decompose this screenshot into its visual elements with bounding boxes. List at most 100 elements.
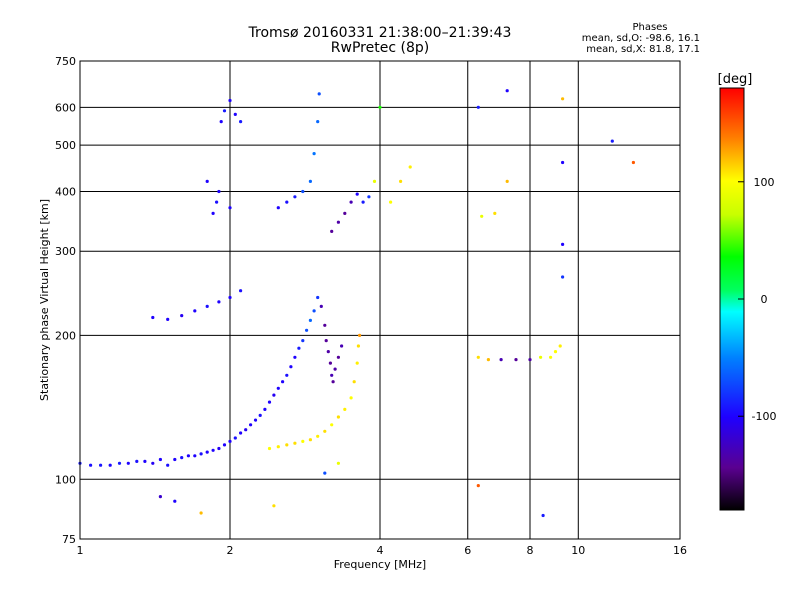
- y-tick-label: 750: [55, 55, 76, 68]
- data-point: [222, 109, 227, 113]
- data-point: [126, 461, 130, 465]
- data-point: [319, 304, 323, 308]
- data-point: [378, 105, 382, 109]
- data-point: [326, 350, 330, 354]
- data-point: [308, 318, 312, 322]
- data-point: [505, 89, 509, 93]
- phase-stats-o: mean, sd,O: -98.6, 16.1: [581, 33, 700, 44]
- y-tick-label: 600: [55, 101, 76, 114]
- phase-stats-heading: Phases: [632, 22, 668, 33]
- data-point: [308, 438, 312, 442]
- data-point: [330, 373, 334, 377]
- data-point: [312, 309, 316, 313]
- data-point: [343, 211, 347, 215]
- data-point: [173, 499, 177, 503]
- data-point: [253, 418, 258, 422]
- data-point: [558, 344, 562, 348]
- colorbar-ticks: 100 0 -100: [738, 176, 776, 423]
- data-point: [258, 413, 262, 417]
- data-point: [301, 339, 305, 343]
- plot-frame: [79, 60, 681, 540]
- data-point: [355, 192, 359, 196]
- data-point: [336, 415, 340, 419]
- x-tick-label: 2: [227, 544, 234, 557]
- data-point: [349, 396, 353, 400]
- data-point: [205, 179, 209, 183]
- data-point: [316, 295, 320, 300]
- data-point: [561, 97, 565, 101]
- data-point: [408, 165, 412, 169]
- data-point: [486, 358, 490, 362]
- data-point: [356, 344, 360, 348]
- y-axis-label: Stationary phase Virtual Height [km]: [38, 199, 51, 401]
- data-point: [228, 98, 232, 103]
- y-axis-ticks: 75 100 200 300 400 500 600 750: [55, 55, 76, 546]
- x-axis-label: Frequency [MHz]: [334, 558, 426, 571]
- data-point: [222, 443, 227, 447]
- data-point: [228, 206, 232, 210]
- data-point: [343, 407, 347, 411]
- data-point: [328, 361, 332, 365]
- data-point: [293, 355, 297, 359]
- data-point: [553, 350, 558, 354]
- phase-stats-x: mean, sd,X: 81.8, 17.1: [586, 44, 700, 55]
- data-point: [205, 450, 209, 454]
- data-point: [349, 200, 353, 204]
- data-point: [610, 139, 614, 143]
- data-point: [239, 431, 243, 435]
- y-tick-label: 500: [55, 139, 76, 152]
- data-points: [78, 89, 636, 518]
- data-point: [476, 484, 480, 488]
- colorbar-tick-label: -100: [752, 410, 777, 423]
- data-point: [352, 380, 356, 384]
- data-point: [316, 434, 320, 438]
- data-point: [199, 511, 203, 515]
- data-point: [330, 423, 334, 427]
- data-point: [193, 454, 197, 458]
- colorbar-unit-label: [deg]: [718, 72, 753, 87]
- data-point: [297, 346, 301, 350]
- data-point: [308, 179, 312, 183]
- data-point: [99, 463, 103, 467]
- data-point: [233, 436, 237, 440]
- x-tick-label: 8: [527, 544, 534, 557]
- data-point: [211, 448, 215, 452]
- data-point: [219, 120, 223, 124]
- data-point: [108, 463, 112, 467]
- data-point: [158, 495, 162, 499]
- data-point: [514, 358, 518, 362]
- data-point: [285, 200, 289, 204]
- data-point: [239, 120, 243, 124]
- data-point: [480, 214, 484, 218]
- x-tick-label: 1: [77, 544, 84, 557]
- data-point: [180, 456, 184, 460]
- data-point: [166, 463, 170, 467]
- colorbar-tick-label: 100: [754, 176, 775, 189]
- data-point: [330, 229, 334, 233]
- data-point: [186, 454, 190, 458]
- data-point: [355, 361, 359, 365]
- data-point: [367, 195, 371, 199]
- data-point: [193, 309, 197, 313]
- data-point: [549, 355, 553, 359]
- data-point: [228, 439, 232, 443]
- data-point: [561, 242, 565, 246]
- data-point: [316, 120, 320, 124]
- data-point: [561, 275, 565, 279]
- chart-title: Tromsø 20160331 21:38:00–21:39:43: [248, 25, 512, 41]
- x-tick-label: 6: [464, 544, 471, 557]
- data-point: [211, 211, 215, 215]
- data-point: [199, 452, 203, 456]
- y-tick-label: 200: [55, 329, 76, 342]
- y-tick-label: 300: [55, 245, 76, 258]
- data-point: [205, 304, 209, 308]
- data-point: [301, 189, 305, 194]
- data-point: [361, 200, 365, 204]
- data-point: [285, 373, 289, 377]
- data-point: [293, 195, 297, 199]
- data-point: [276, 445, 280, 449]
- data-point: [289, 365, 293, 369]
- data-point: [276, 206, 280, 210]
- data-point: [215, 200, 219, 204]
